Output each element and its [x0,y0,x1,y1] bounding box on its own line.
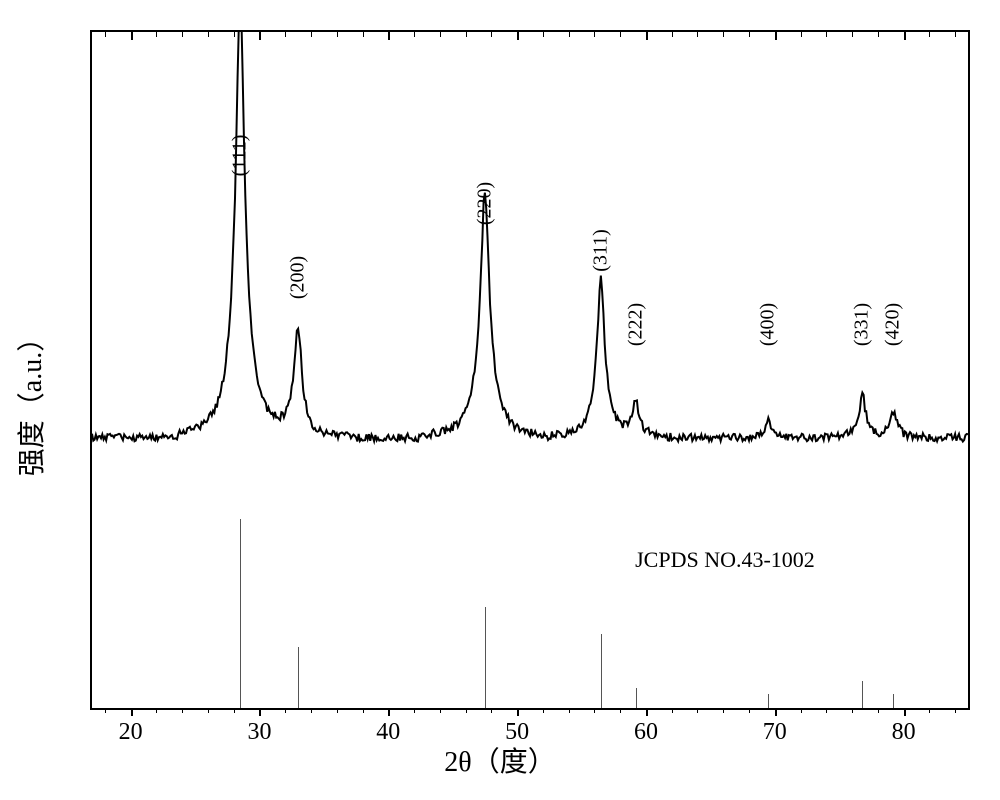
x-tick-minor [723,708,724,713]
x-tick-minor-top [363,32,364,37]
x-tick-minor-top [208,32,209,37]
x-tick-minor-top [337,32,338,37]
x-tick-major [388,708,390,716]
peak-label: (200) [287,256,310,299]
x-tick-minor-top [440,32,441,37]
x-tick-minor-top [672,32,673,37]
x-tick-minor [337,708,338,713]
x-tick-minor-top [878,32,879,37]
reference-line [893,694,894,708]
reference-label: JCPDS NO.43-1002 [635,547,815,573]
reference-line [636,688,637,708]
reference-line [298,647,299,708]
x-tick-minor-top [414,32,415,37]
peak-label: (220) [473,181,496,224]
x-tick-label: 50 [505,719,529,746]
peak-label: (331) [851,303,874,346]
x-axis-label: 2θ（度） [444,740,555,780]
x-tick-major-top [904,32,906,40]
x-tick-minor-top [749,32,750,37]
x-tick-label: 80 [892,719,916,746]
x-tick-minor [878,708,879,713]
x-tick-minor-top [491,32,492,37]
x-tick-minor-top [929,32,930,37]
x-tick-minor-top [826,32,827,37]
x-tick-major-top [775,32,777,40]
x-tick-minor [466,708,467,713]
x-tick-major-top [259,32,261,40]
x-tick-minor [826,708,827,713]
x-tick-minor-top [285,32,286,37]
x-tick-minor-top [697,32,698,37]
reference-line [862,681,863,708]
x-tick-label: 40 [376,719,400,746]
x-tick-minor-top [182,32,183,37]
x-tick-major [646,708,648,716]
peak-label: (222) [624,303,647,346]
peak-label: (111) [229,135,252,177]
x-tick-minor [955,708,956,713]
x-tick-minor [749,708,750,713]
x-tick-major [775,708,777,716]
x-tick-minor-top [156,32,157,37]
x-tick-minor [852,708,853,713]
x-tick-major [259,708,261,716]
x-tick-minor [208,708,209,713]
x-tick-minor [311,708,312,713]
x-tick-minor [414,708,415,713]
reference-line [485,607,486,708]
x-tick-minor-top [234,32,235,37]
x-tick-major-top [517,32,519,40]
x-tick-minor-top [569,32,570,37]
x-tick-minor [156,708,157,713]
xrd-curve [92,32,968,708]
x-tick-label: 60 [634,719,658,746]
x-tick-minor-top [801,32,802,37]
x-tick-minor [569,708,570,713]
x-tick-minor [801,708,802,713]
x-tick-minor [697,708,698,713]
x-tick-minor-top [466,32,467,37]
x-tick-label: 20 [119,719,143,746]
x-tick-minor-top [723,32,724,37]
x-tick-minor [363,708,364,713]
x-tick-minor [620,708,621,713]
y-axis-label: 强度（a.u.） [10,324,50,476]
x-tick-minor-top [620,32,621,37]
x-tick-major-top [131,32,133,40]
peak-label: (400) [757,303,780,346]
x-tick-major-top [388,32,390,40]
x-tick-minor [105,708,106,713]
x-tick-minor-top [543,32,544,37]
xrd-chart: 强度（a.u.） 2θ（度） 20304050607080 (111)(200)… [20,20,980,780]
x-tick-minor [491,708,492,713]
x-tick-minor [234,708,235,713]
x-tick-minor-top [955,32,956,37]
x-tick-minor-top [105,32,106,37]
reference-line [240,519,241,708]
x-tick-minor-top [594,32,595,37]
reference-line [601,634,602,708]
x-tick-minor-top [852,32,853,37]
x-tick-major [517,708,519,716]
x-tick-major [904,708,906,716]
peak-label: (311) [589,229,612,272]
x-tick-minor [182,708,183,713]
x-tick-minor [543,708,544,713]
x-tick-minor [285,708,286,713]
peak-label: (420) [882,303,905,346]
x-tick-label: 70 [763,719,787,746]
plot-area: 20304050607080 (111)(200)(220)(311)(222)… [90,30,970,710]
x-tick-minor-top [311,32,312,37]
x-tick-major [131,708,133,716]
reference-line [768,694,769,708]
x-tick-minor [672,708,673,713]
x-tick-minor [929,708,930,713]
x-tick-major-top [646,32,648,40]
x-tick-minor [594,708,595,713]
x-tick-label: 30 [247,719,271,746]
x-tick-minor [440,708,441,713]
